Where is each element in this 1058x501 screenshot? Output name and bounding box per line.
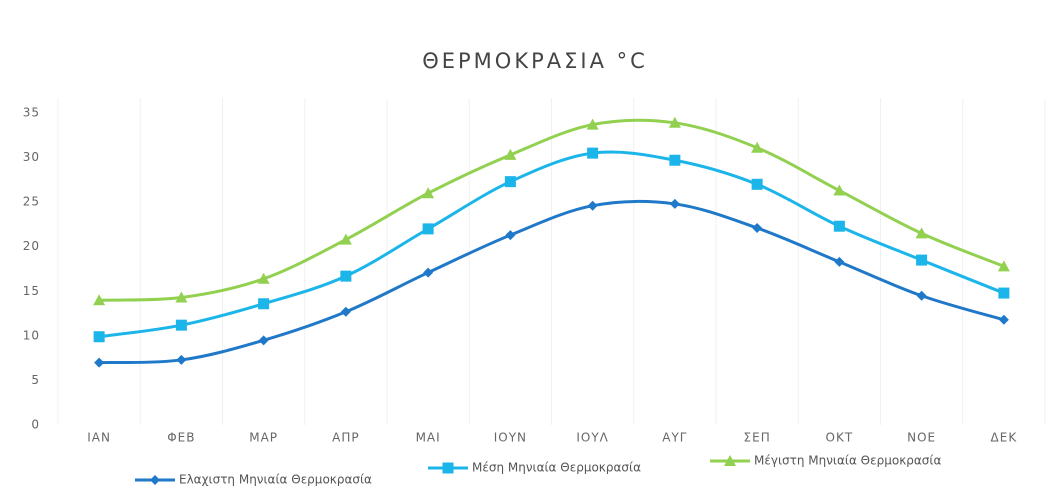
marker-square: [751, 178, 763, 190]
marker-square: [669, 154, 681, 166]
legend-label: Ελαχιστη Μηνιαία Θερμοκρασία: [179, 473, 372, 487]
marker-triangle: [175, 291, 188, 303]
legend-label: Μέση Μηνιαία Θερμοκρασία: [472, 461, 641, 475]
series-line: [98, 150, 1005, 339]
marker-triangle: [422, 187, 435, 199]
marker-diamond: [998, 314, 1009, 325]
marker-diamond: [94, 357, 105, 368]
marker-square: [916, 254, 928, 266]
x-tick-label: ΣΕΠ: [744, 431, 771, 445]
legend-label: Μέγιστη Μηνιαία Θερμοκρασία: [754, 454, 941, 468]
marker-triangle: [724, 455, 736, 466]
x-tick-label: ΟΚΤ: [826, 431, 854, 445]
y-tick-label: 20: [23, 239, 40, 253]
y-tick-label: 10: [23, 328, 40, 342]
y-tick-label: 35: [23, 106, 40, 120]
marker-diamond: [258, 335, 269, 346]
marker-diamond: [916, 290, 927, 301]
x-tick-label: ΙΑΝ: [87, 431, 111, 445]
marker-square: [175, 319, 187, 331]
marker-square: [422, 223, 434, 235]
x-tick-label: ΜΑΙ: [416, 431, 441, 445]
x-tick-label: ΙΟΥΝ: [494, 431, 527, 445]
series-line: [99, 199, 1005, 365]
marker-square: [442, 462, 454, 474]
marker-triangle: [833, 184, 846, 196]
chart-title: ΘΕΡΜΟΚΡΑΣΙΑ °C: [422, 49, 648, 73]
series-line: [99, 118, 1005, 302]
x-tick-label: ΑΥΓ: [662, 431, 687, 445]
marker-diamond: [423, 267, 434, 278]
x-tick-label: ΙΟΥΛ: [576, 431, 609, 445]
x-tick-label: ΜΑΡ: [249, 431, 278, 445]
marker-square: [587, 147, 599, 159]
marker-square: [998, 287, 1010, 299]
marker-diamond: [505, 230, 516, 241]
marker-triangle: [93, 294, 106, 306]
x-tick-label: ΑΠΡ: [332, 431, 359, 445]
marker-triangle: [586, 118, 599, 130]
y-tick-label: 0: [31, 418, 40, 432]
marker-triangle: [504, 148, 517, 160]
marker-triangle: [668, 116, 681, 128]
marker-square: [258, 298, 270, 310]
marker-diamond: [834, 256, 845, 267]
x-tick-label: ΝΟΕ: [907, 431, 936, 445]
y-tick-label: 5: [31, 373, 40, 387]
y-tick-label: 30: [23, 150, 40, 164]
marker-square: [504, 176, 516, 188]
marker-diamond: [752, 222, 763, 233]
marker-square: [93, 331, 105, 343]
marker-diamond: [176, 354, 187, 365]
x-tick-label: ΦΕΒ: [167, 431, 195, 445]
y-tick-label: 15: [23, 284, 40, 298]
marker-diamond: [340, 306, 351, 317]
marker-triangle: [915, 227, 928, 239]
marker-diamond: [669, 198, 680, 209]
y-tick-label: 25: [23, 195, 40, 209]
marker-square: [340, 270, 352, 282]
x-tick-label: ΔΕΚ: [991, 431, 1018, 445]
marker-triangle: [751, 141, 764, 153]
marker-diamond: [587, 200, 598, 211]
marker-triangle: [257, 272, 270, 284]
marker-triangle: [339, 233, 352, 245]
marker-triangle: [997, 260, 1010, 272]
marker-square: [833, 220, 845, 232]
marker-diamond: [150, 475, 160, 485]
